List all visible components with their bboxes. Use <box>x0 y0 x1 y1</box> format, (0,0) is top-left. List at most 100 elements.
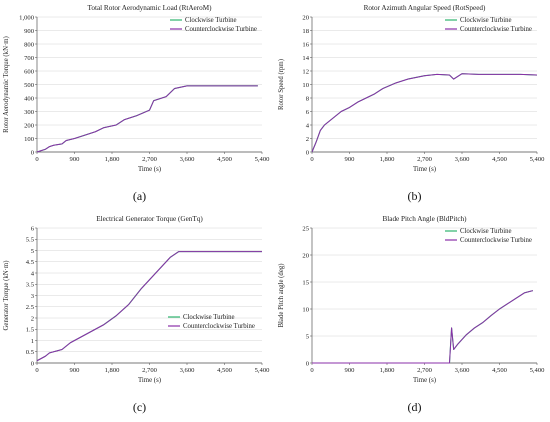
y-tick-label: 1.5 <box>26 327 35 334</box>
chart-svg: Electrical Generator Torque (GenTq) 0 0.5 1… <box>3 215 271 414</box>
y-tick-label: 700 <box>24 55 35 62</box>
x-axis-label: Time (s) <box>138 166 161 173</box>
x-tick-label: 3,600 <box>180 367 196 374</box>
x-tick-label: 3,600 <box>455 156 471 163</box>
y-tick-label: 800 <box>24 41 35 48</box>
x-tick-label: 900 <box>70 156 81 163</box>
y-tick-label: 14 <box>302 55 309 62</box>
y-tick-label: 3.5 <box>26 282 35 289</box>
x-axis-label: Time (s) <box>413 166 436 173</box>
x-tick-label: 5,400 <box>530 156 546 163</box>
x-tick-label: 5,400 <box>530 367 546 374</box>
legend-label: Counterclockwise Turbine <box>183 323 255 330</box>
series-line-counterclockwise <box>36 251 262 362</box>
x-tick-label: 0 <box>35 156 39 163</box>
y-axis-label: Rotor Speed (rpm) <box>278 59 285 110</box>
y-tick-label: 0 <box>306 149 310 156</box>
y-tick-label: 0 <box>31 149 35 156</box>
x-tick-label: 900 <box>70 367 81 374</box>
y-axis-label: Generator Torque (kN·m) <box>3 261 10 331</box>
y-tick-label: 200 <box>24 122 35 129</box>
x-tick-label: 1,800 <box>380 367 396 374</box>
x-tick-label: 5,400 <box>255 367 271 374</box>
legend-label: Clockwise Turbine <box>460 228 512 235</box>
x-tick-label: 2,700 <box>417 156 433 163</box>
y-tick-label: 12 <box>302 68 309 75</box>
chart-panel-c: Electrical Generator Torque (GenTq) 0 0.5 1… <box>0 211 275 422</box>
chart-svg: Total Rotor Aerodynamic Load (RtAeroM) 0 1… <box>3 4 271 203</box>
y-tick-label: 1 <box>31 338 34 345</box>
y-tick-label: 4.5 <box>26 259 35 266</box>
x-tick-label: 5,400 <box>255 156 271 163</box>
x-tick-label: 900 <box>345 156 356 163</box>
y-tick-label: 8 <box>306 95 310 102</box>
series-line-clockwise <box>36 251 262 362</box>
y-tick-label: 5 <box>31 248 35 255</box>
y-tick-label: 6 <box>31 225 35 232</box>
y-tick-label: 10 <box>302 82 309 89</box>
chart-title: Electrical Generator Torque (GenTq) <box>96 215 203 223</box>
legend-label: Counterclockwise Turbine <box>460 26 532 33</box>
series-line-counterclockwise <box>312 290 533 364</box>
chart-panel-d: Blade Pitch Angle (BldPitch) 0 5 10 15 20 25 0 9… <box>275 211 550 422</box>
x-tick-label: 3,600 <box>455 367 471 374</box>
y-tick-label: 0 <box>31 360 35 367</box>
x-tick-label: 4,500 <box>217 367 233 374</box>
panel-caption: (a) <box>133 189 146 203</box>
series-line-clockwise <box>36 85 258 153</box>
legend-label: Clockwise Turbine <box>460 17 512 24</box>
y-tick-label: 3 <box>31 293 35 300</box>
y-tick-label: 20 <box>302 252 309 259</box>
chart-svg: Rotor Azimuth Angular Speed (RotSpeed) 0 2… <box>278 4 546 203</box>
y-tick-label: 600 <box>24 68 35 75</box>
chart-title: Blade Pitch Angle (BldPitch) <box>382 215 467 223</box>
legend-label: Clockwise Turbine <box>183 314 235 321</box>
legend-label: Counterclockwise Turbine <box>460 237 532 244</box>
y-tick-label: 500 <box>24 82 35 89</box>
y-tick-label: 0.5 <box>26 349 35 356</box>
y-tick-label: 5.5 <box>26 237 35 244</box>
series-line-counterclockwise <box>311 73 538 153</box>
chart-panel-a: Total Rotor Aerodynamic Load (RtAeroM) 0 1… <box>0 0 275 211</box>
panel-caption: (c) <box>133 400 146 414</box>
y-tick-label: 1,000 <box>19 14 35 21</box>
series-line-clockwise <box>311 73 538 153</box>
x-tick-label: 2,700 <box>142 367 158 374</box>
y-tick-label: 5 <box>306 333 310 340</box>
y-tick-label: 4 <box>31 270 35 277</box>
x-tick-label: 0 <box>310 367 314 374</box>
y-tick-label: 10 <box>302 306 309 313</box>
y-axis-label: Blade Pitch angle (deg) <box>278 264 285 328</box>
y-tick-label: 900 <box>24 28 35 35</box>
series-line-clockwise <box>312 290 533 364</box>
x-tick-label: 0 <box>310 156 314 163</box>
x-tick-label: 4,500 <box>217 156 233 163</box>
x-tick-label: 4,500 <box>492 367 508 374</box>
y-tick-label: 6 <box>306 109 310 116</box>
y-tick-label: 4 <box>306 122 310 129</box>
panel-caption: (d) <box>408 400 422 414</box>
legend-label: Counterclockwise Turbine <box>185 26 257 33</box>
chart-title: Rotor Azimuth Angular Speed (RotSpeed) <box>364 4 486 12</box>
chart-title: Total Rotor Aerodynamic Load (RtAeroM) <box>87 4 212 12</box>
y-tick-label: 18 <box>302 28 309 35</box>
legend-label: Clockwise Turbine <box>185 17 237 24</box>
x-axis-label: Time (s) <box>138 377 161 384</box>
y-tick-label: 15 <box>302 279 309 286</box>
x-tick-label: 1,800 <box>105 156 121 163</box>
panel-caption: (b) <box>408 189 422 203</box>
y-tick-label: 25 <box>302 225 309 232</box>
x-tick-label: 900 <box>345 367 356 374</box>
x-tick-label: 1,800 <box>105 367 121 374</box>
chart-panel-b: Rotor Azimuth Angular Speed (RotSpeed) 0 2… <box>275 0 550 211</box>
series-line-counterclockwise <box>36 85 258 153</box>
x-axis-label: Time (s) <box>413 377 436 384</box>
y-tick-label: 16 <box>302 41 309 48</box>
y-tick-label: 100 <box>24 136 35 143</box>
x-tick-label: 0 <box>35 367 39 374</box>
x-tick-label: 1,800 <box>380 156 396 163</box>
y-tick-label: 20 <box>302 14 309 21</box>
x-tick-label: 2,700 <box>417 367 433 374</box>
y-tick-label: 2 <box>306 136 309 143</box>
y-tick-label: 2 <box>31 315 34 322</box>
